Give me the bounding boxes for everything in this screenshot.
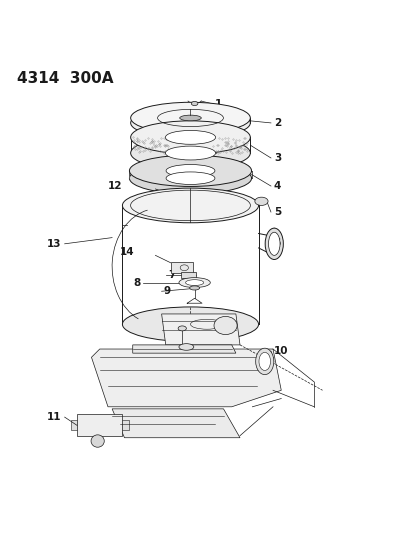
Text: 13: 13 [47,239,62,249]
Polygon shape [133,345,235,353]
Ellipse shape [122,188,258,223]
Text: 5: 5 [273,207,280,217]
Bar [180,272,195,278]
Text: 8: 8 [133,278,140,288]
Ellipse shape [268,232,279,255]
Ellipse shape [166,172,214,184]
Ellipse shape [165,131,215,144]
Polygon shape [161,314,240,345]
Polygon shape [91,349,280,407]
Ellipse shape [91,435,104,447]
Ellipse shape [131,136,250,169]
Ellipse shape [189,286,199,290]
Text: 1: 1 [215,99,222,109]
Ellipse shape [131,102,250,134]
Text: 10: 10 [273,346,287,356]
Ellipse shape [131,121,250,154]
Ellipse shape [178,344,193,350]
Ellipse shape [122,307,258,342]
Ellipse shape [255,348,273,375]
Text: 7: 7 [167,270,175,280]
Ellipse shape [131,107,250,139]
Ellipse shape [165,146,215,160]
Text: 4314  300A: 4314 300A [17,70,114,85]
Ellipse shape [259,352,270,370]
Text: 9: 9 [163,286,171,296]
Bar [77,414,122,435]
Polygon shape [112,409,240,438]
Ellipse shape [129,163,251,194]
Ellipse shape [214,317,237,335]
Text: 4: 4 [273,181,280,191]
Ellipse shape [178,278,210,287]
Text: 2: 2 [273,118,280,128]
Bar [170,262,193,273]
Bar [71,421,77,430]
Ellipse shape [254,197,268,205]
Ellipse shape [166,165,214,177]
Text: 11: 11 [47,412,62,422]
Ellipse shape [179,115,201,121]
Ellipse shape [265,228,282,260]
Bar [122,421,129,430]
Text: 3: 3 [273,153,280,163]
Ellipse shape [178,326,186,331]
Text: 14: 14 [120,247,135,257]
Ellipse shape [191,101,197,106]
Text: 12: 12 [108,181,122,191]
Ellipse shape [185,280,203,286]
Ellipse shape [129,155,251,187]
Text: 6: 6 [273,238,280,248]
